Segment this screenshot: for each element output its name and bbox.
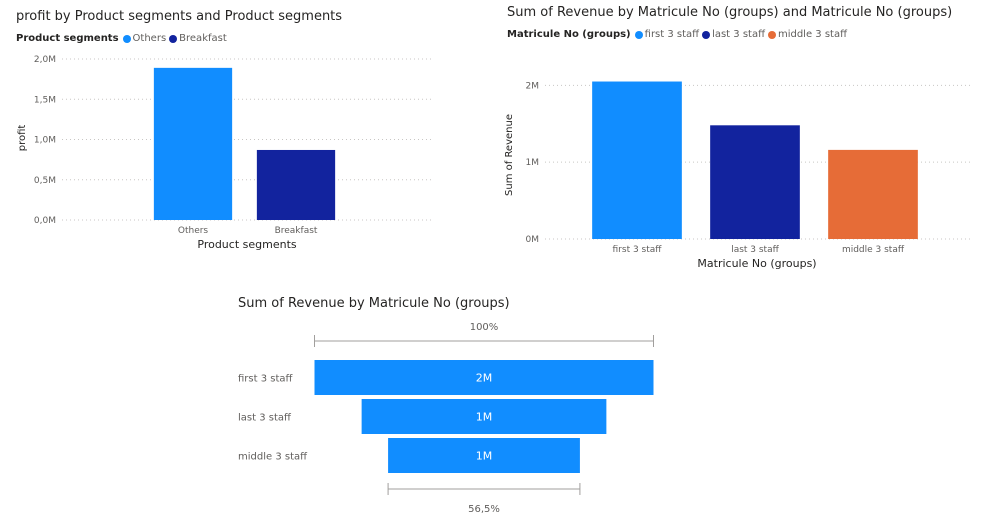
legend-item-others[interactable]: Others — [122, 33, 167, 44]
legend-marker — [634, 30, 643, 39]
legend-items: Others Breakfast — [122, 33, 230, 44]
funnel-category-label: middle 3 staff — [238, 452, 308, 463]
bar-others — [153, 67, 233, 220]
chart-legend: Matricule No (groups) first 3 staff last … — [507, 29, 850, 40]
x-axis-title: Product segments — [197, 238, 297, 251]
bottom-bracket — [387, 483, 581, 495]
bar-first-3-staff — [592, 81, 682, 239]
legend-label: Others — [132, 33, 167, 44]
legend-label: Breakfast — [179, 33, 227, 44]
x-tick-label: middle 3 staff — [842, 245, 905, 255]
y-tick-label: 1,0M — [34, 136, 56, 146]
revenue-bar-chart: 0M 1M 2M first 3 staff last 3 staff middle 3 … — [504, 81, 972, 270]
funnel-category-label: last 3 staff — [238, 413, 292, 424]
y-tick-label: 2,0M — [34, 55, 56, 65]
legend-item-last-3-staff[interactable]: last 3 staff — [702, 29, 765, 40]
legend-item-first-3-staff[interactable]: first 3 staff — [634, 29, 700, 40]
x-tick-label: last 3 staff — [731, 245, 779, 255]
revenue-funnel-chart: 100% 2M first 3 staff 1M last 3 staff 1M middl… — [238, 322, 654, 515]
bottom-percent-label: 56,5% — [468, 504, 500, 515]
legend-marker — [767, 30, 776, 39]
legend-label: last 3 staff — [712, 29, 765, 40]
legend-marker — [702, 30, 711, 39]
legend-title: Product segments — [16, 33, 119, 44]
y-tick-label: 0,0M — [34, 216, 56, 226]
bar-breakfast — [256, 149, 336, 220]
y-tick-label: 0,5M — [34, 176, 56, 186]
x-tick-label: Breakfast — [275, 226, 318, 236]
chart-title: Sum of Revenue by Matricule No (groups) — [238, 296, 510, 311]
y-tick-label: 1M — [526, 158, 540, 168]
bar-last-3-staff — [710, 125, 800, 239]
top-bracket — [314, 335, 654, 347]
legend-marker — [122, 34, 131, 43]
chart-title: Sum of Revenue by Matricule No (groups) … — [507, 5, 953, 20]
chart-legend: Product segments Others Breakfast — [16, 33, 230, 44]
legend-title: Matricule No (groups) — [507, 29, 631, 40]
funnel-category-label: first 3 staff — [238, 374, 294, 385]
top-percent-label: 100% — [470, 322, 499, 333]
legend-items: first 3 staff last 3 staff middle 3 staff — [634, 29, 850, 40]
profit-bar-chart: 0,0M 0,5M 1,0M 1,5M 2,0M Others Breakfast Produ… — [17, 55, 432, 251]
revenue-bar-chart-visual[interactable]: Sum of Revenue by Matricule No (groups) … — [495, 0, 995, 275]
legend-label: first 3 staff — [644, 29, 700, 40]
revenue-funnel-chart-visual[interactable]: Sum of Revenue by Matricule No (groups) … — [225, 285, 675, 516]
legend-label: middle 3 staff — [777, 29, 847, 40]
legend-marker — [169, 34, 178, 43]
chart-title: profit by Product segments and Product s… — [16, 9, 343, 24]
y-tick-label: 0M — [526, 235, 540, 245]
y-tick-label: 1,5M — [34, 95, 56, 105]
x-tick-label: first 3 staff — [613, 245, 663, 255]
bar-middle-3-staff — [828, 149, 918, 239]
x-tick-label: Others — [178, 226, 209, 236]
funnel-data-label: 1M — [476, 411, 493, 424]
funnel-bar-first-3-staff — [314, 360, 654, 395]
y-axis-title: profit — [17, 125, 28, 152]
funnel-data-label: 2M — [476, 372, 493, 385]
profit-bar-chart-visual[interactable]: profit by Product segments and Product s… — [0, 0, 440, 260]
x-axis-title: Matricule No (groups) — [697, 257, 816, 270]
legend-item-breakfast[interactable]: Breakfast — [169, 33, 227, 44]
legend-item-middle-3-staff[interactable]: middle 3 staff — [767, 29, 847, 40]
y-axis-title: Sum of Revenue — [504, 114, 515, 196]
y-tick-label: 2M — [526, 81, 540, 91]
funnel-bar-last-3-staff — [361, 399, 607, 434]
funnel-data-label: 1M — [476, 450, 493, 463]
funnel-bar-middle-3-staff — [388, 438, 580, 473]
